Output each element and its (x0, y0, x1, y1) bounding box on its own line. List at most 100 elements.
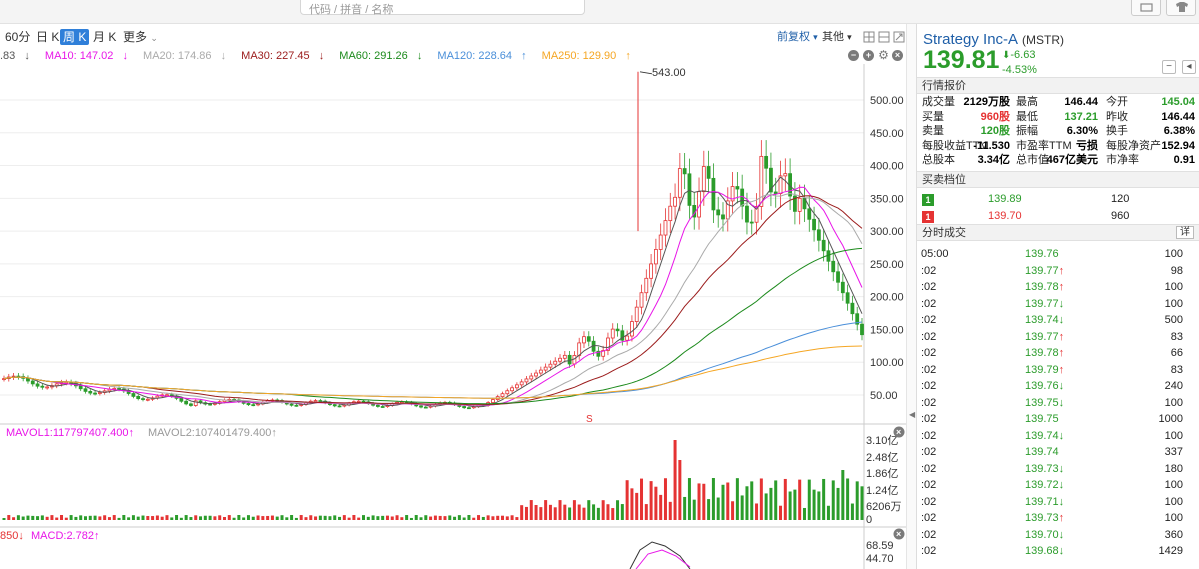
candle-body (730, 186, 735, 202)
candle-body (337, 405, 342, 408)
volume-bar (419, 517, 423, 520)
candle-body (538, 369, 543, 374)
volume-bar (529, 500, 533, 520)
candle-body (620, 330, 625, 341)
volume-bar (40, 515, 44, 520)
tick-volume: 66 (1170, 347, 1183, 359)
tick-volume: 83 (1170, 330, 1183, 343)
tick-volume: 98 (1170, 264, 1183, 277)
tab-daily[interactable]: 日 K (36, 30, 60, 44)
volume-bar (146, 515, 150, 520)
remove-watch-button[interactable]: − (1162, 60, 1176, 74)
search-input[interactable]: 代码 / 拼音 / 名称 (300, 0, 585, 16)
other-label: 其他 (822, 31, 844, 43)
level-badge: 1 (922, 211, 934, 223)
tab-monthly[interactable]: 月 K (93, 30, 117, 44)
share-button[interactable] (1131, 0, 1161, 16)
volume-bar (486, 515, 490, 520)
tick-time: :02 (921, 479, 937, 491)
down-arrow-icon: ↓ (1058, 462, 1065, 475)
section-ticks: 分时成交 详 (917, 224, 1199, 241)
candle-body (711, 177, 716, 211)
volume-bar (194, 515, 198, 520)
quote-value: 0.91 (1173, 154, 1195, 166)
volume-bar (524, 506, 528, 520)
volume-bar (496, 515, 500, 520)
candle-body (831, 260, 836, 273)
volume-bar (616, 500, 620, 520)
quote-value: 120股 (980, 125, 1010, 137)
candle-body (663, 220, 668, 236)
minus-icon[interactable]: − (848, 50, 859, 61)
gear-icon[interactable]: ⚙ (878, 48, 889, 62)
quote-label: 换手 (1106, 125, 1128, 137)
volume-bar (640, 478, 644, 520)
candle-body (131, 393, 136, 397)
tick-row: :02 139.71↓ 100 (917, 494, 1183, 511)
up-arrow-icon: ↑ (1058, 512, 1065, 524)
candle-body (658, 234, 663, 250)
volume-bar (625, 480, 629, 520)
tick-time: :02 (921, 545, 937, 557)
close-icon[interactable]: × (892, 50, 903, 61)
quote-value: 6.38% (1163, 125, 1195, 137)
tick-price: 139.71↓ (1025, 495, 1065, 508)
volume-bar (88, 515, 92, 520)
tick-price: 139.68↓ (1025, 545, 1065, 557)
quote-row: 成交量 2129万股 最高 146.44 今开 145.04 (922, 95, 1197, 110)
layout-icons[interactable] (863, 31, 905, 43)
chevron-down-icon: ⌄ (150, 33, 158, 43)
tick-price: 139.77↑ (1025, 330, 1065, 343)
volume-bar (409, 517, 413, 520)
volume-bar (256, 515, 260, 520)
down-arrow-icon: ↓ (1058, 380, 1065, 392)
volume-bar (31, 515, 35, 520)
detail-button[interactable]: 详 (1176, 226, 1194, 239)
expand-button[interactable]: ◂ (1182, 60, 1196, 74)
volume-bar (376, 516, 380, 520)
down-arrow-icon: ↓ (1058, 495, 1065, 508)
candle-body (725, 200, 730, 220)
peak-pointer (639, 71, 653, 75)
volume-bar (131, 515, 135, 520)
candle-body (462, 406, 467, 409)
candle-body (610, 328, 615, 339)
volume-bar (855, 481, 859, 520)
quote-value: 152.94 (1161, 139, 1195, 152)
candle-body (519, 381, 524, 386)
volume-bar (232, 517, 236, 520)
volume-bar (55, 517, 59, 520)
volume-bar (448, 515, 452, 520)
vertical-scrollbar[interactable]: ◀ (906, 24, 916, 569)
tick-time: :02 (921, 330, 937, 343)
candle-body (117, 388, 121, 390)
volume-bar (817, 491, 821, 520)
volume-bar (520, 505, 524, 520)
volume-bar (155, 515, 159, 520)
candle-body (630, 321, 634, 337)
plus-icon[interactable]: + (863, 50, 874, 61)
volume-bar (802, 507, 806, 520)
ma120-label: MA120: 228.64 ↑ (437, 50, 527, 62)
tick-time: :02 (921, 281, 937, 293)
mavol2-label: MAVOL2:107401479.400↑ (148, 427, 277, 439)
volume-bar (64, 517, 68, 520)
ma30-line (3, 195, 863, 406)
tab-more[interactable]: 更多 ⌄ (120, 29, 161, 45)
other-dropdown[interactable]: 其他 ▾ (822, 29, 852, 45)
volume-bar (635, 492, 639, 520)
candle-body (582, 336, 586, 344)
tab-60min[interactable]: 60分 (5, 30, 31, 44)
collapse-arrow-icon[interactable]: ◀ (909, 410, 916, 419)
volume-bar (117, 517, 121, 520)
adjust-dropdown[interactable]: 前复权 ▾ (777, 29, 818, 45)
tab-weekly[interactable]: 周 K (60, 29, 90, 45)
quote-label: 今开 (1106, 96, 1128, 108)
shirt-button[interactable] (1166, 0, 1196, 16)
candle-body (706, 166, 711, 179)
kline-chart[interactable]: 500.00 450.00 400.00 350.00 300.00 250.00 200.… (0, 64, 906, 569)
quote-row: 买量 960股 最低 137.21 昨收 146.44 (922, 110, 1197, 125)
tick-volume: 100 (1164, 396, 1183, 409)
tick-volume: 500 (1164, 314, 1183, 326)
stock-name: Strategy Inc-A (MSTR) (923, 31, 1064, 48)
